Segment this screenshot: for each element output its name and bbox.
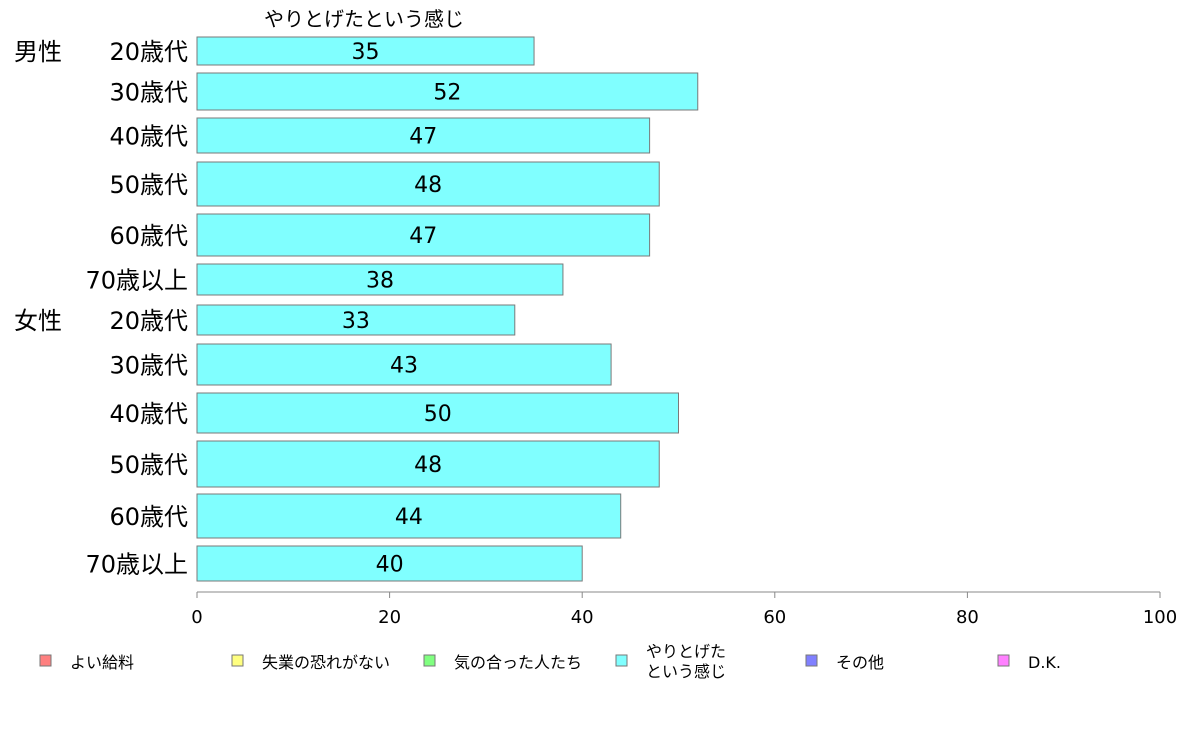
- legend-label: その他: [836, 653, 884, 672]
- category-label: 40歳代: [109, 123, 188, 151]
- legend-swatch: [805, 654, 818, 667]
- category-label: 30歳代: [109, 352, 188, 380]
- bar: [196, 117, 651, 154]
- group-label: 男性: [14, 38, 62, 66]
- category-label: 50歳代: [109, 171, 188, 199]
- bars-layer: 35 20歳代 52 30歳代 47 40歳代 48 50歳代 47 60歳代 38 70歳以上 33 2…: [14, 36, 699, 582]
- legend-label: D.K.: [1028, 653, 1061, 672]
- legend-label: よい給料: [70, 653, 134, 672]
- bar-value-label: 44: [395, 505, 423, 530]
- legend-swatch: [997, 654, 1010, 667]
- x-tick-label: 40: [571, 607, 594, 628]
- bar-value-label: 48: [414, 453, 442, 478]
- bar: [196, 392, 679, 434]
- legend-swatch: [39, 654, 52, 667]
- x-tick-label: 20: [378, 607, 401, 628]
- bar-value-label: 38: [366, 269, 394, 294]
- category-label: 70歳以上: [85, 551, 188, 579]
- category-label: 20歳代: [109, 38, 188, 66]
- bar: [196, 343, 612, 386]
- chart-title: やりとげたという感じ: [264, 7, 464, 31]
- bar: [196, 72, 699, 111]
- category-label: 30歳代: [109, 79, 188, 107]
- x-tick-label: 80: [956, 607, 979, 628]
- bar: [196, 545, 583, 582]
- category-label: 50歳代: [109, 451, 188, 479]
- category-label: 20歳代: [109, 307, 188, 335]
- category-label: 60歳代: [109, 222, 188, 250]
- category-label: 70歳以上: [85, 267, 188, 295]
- bar: [196, 304, 516, 336]
- category-label: 60歳代: [109, 503, 188, 531]
- legend-label: 失業の恐れがない: [262, 653, 390, 672]
- legend-swatch: [615, 654, 628, 667]
- x-tick-label: 100: [1143, 607, 1177, 628]
- bar: [196, 263, 564, 296]
- x-tick-label: 60: [763, 607, 786, 628]
- group-label: 女性: [14, 307, 62, 335]
- bar: [196, 36, 535, 66]
- legend-label: やりとげたという感じ: [646, 642, 726, 681]
- bar-value-label: 50: [424, 402, 452, 427]
- category-label: 40歳代: [109, 400, 188, 428]
- bar-value-label: 35: [352, 40, 380, 65]
- bar: [196, 493, 622, 539]
- legend: よい給料 失業の恐れがない 気の合った人たち やりとげたという感じ その他 D.K.: [39, 642, 1061, 681]
- bar: [196, 213, 651, 257]
- bar: [196, 161, 660, 207]
- legend-swatch: [231, 654, 244, 667]
- bar-value-label: 40: [376, 553, 404, 578]
- bar-value-label: 43: [390, 354, 418, 379]
- x-tick-label: 0: [191, 607, 202, 628]
- legend-swatch: [423, 654, 436, 667]
- bar-value-label: 47: [409, 125, 437, 150]
- bar-value-label: 52: [433, 81, 461, 106]
- x-axis: 0 20 40 60 80 100: [191, 591, 1177, 628]
- bar-value-label: 47: [409, 224, 437, 249]
- bar: [196, 440, 660, 488]
- legend-label: 気の合った人たち: [454, 653, 582, 672]
- bar-value-label: 33: [342, 309, 370, 334]
- bar-value-label: 48: [414, 173, 442, 198]
